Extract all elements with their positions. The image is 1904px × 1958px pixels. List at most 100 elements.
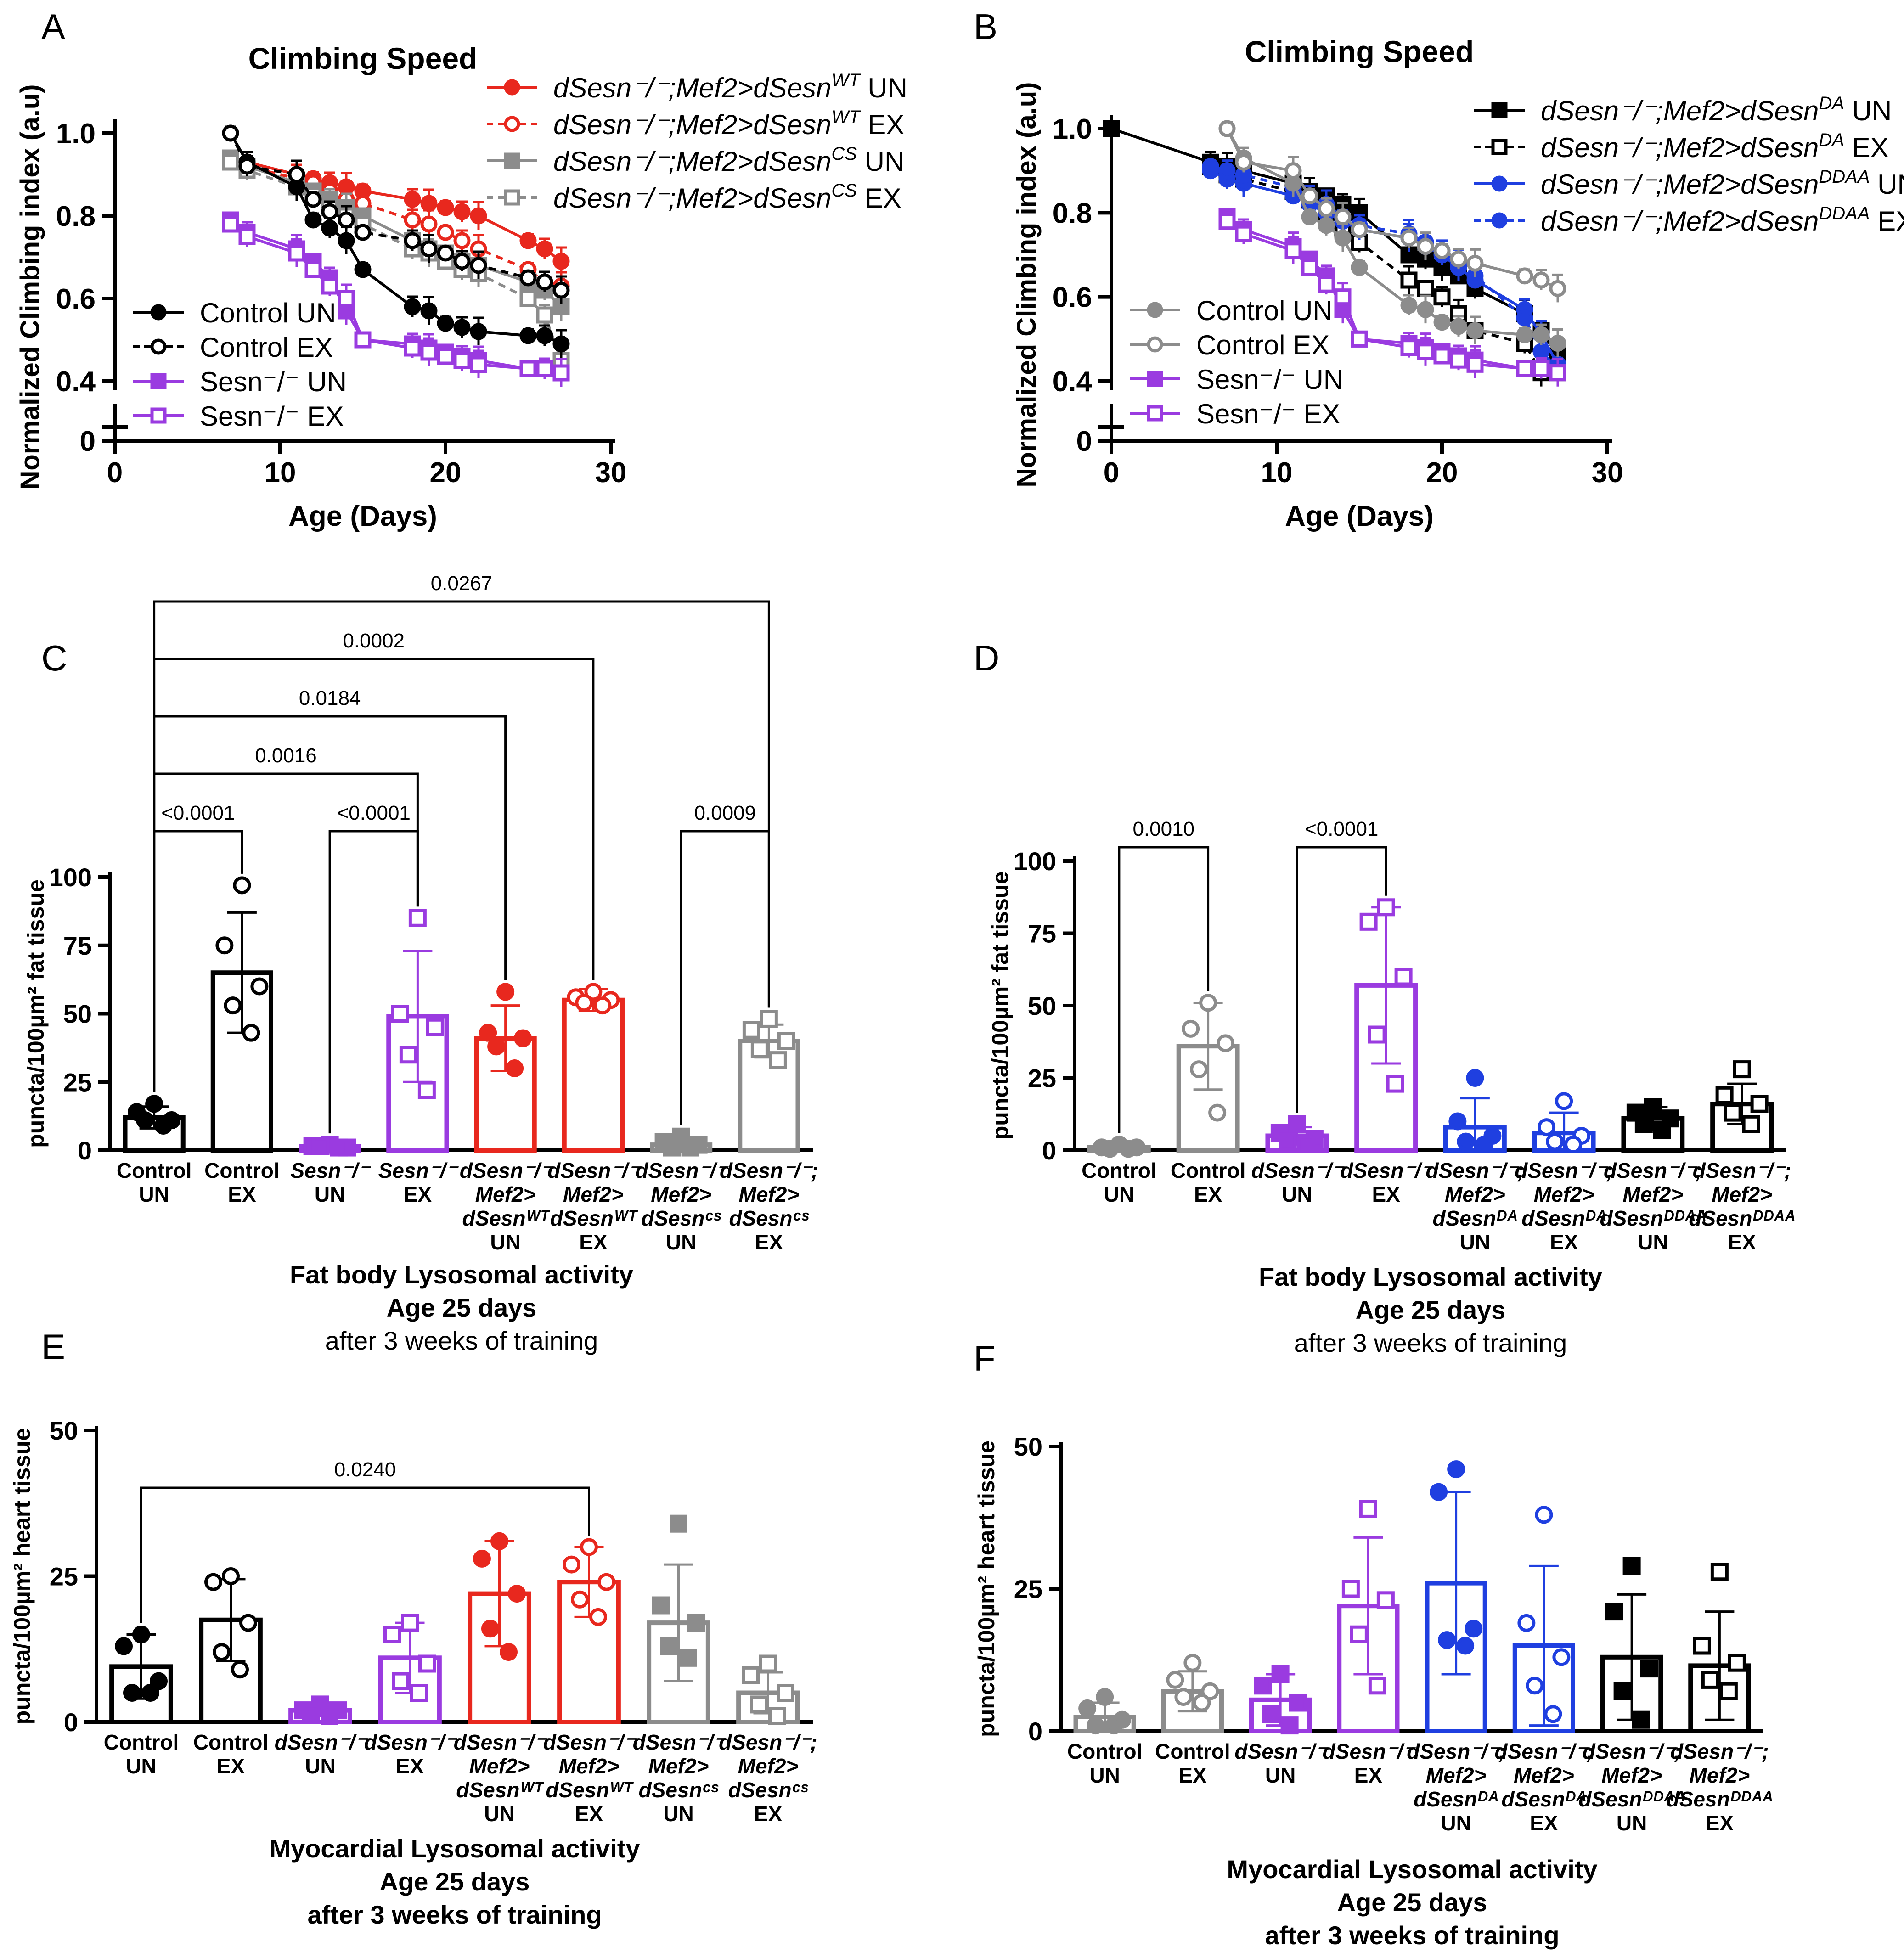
data-point: [437, 199, 454, 216]
category-label: dSesnᵂᵀ: [546, 1778, 634, 1802]
line-chart-a: 0 0.4 0.6 0.8 1.0 0 10 20 30 Age (Days) Normalized…: [15, 41, 907, 532]
data-point: [1368, 1025, 1386, 1044]
data-point: [420, 240, 438, 258]
data-point: [437, 315, 454, 332]
category-label: EX: [1728, 1230, 1756, 1254]
category-label: EX: [1354, 1763, 1383, 1787]
data-point: [500, 1643, 518, 1661]
x-tick-label: 10: [265, 457, 296, 489]
data-point: [1742, 1115, 1760, 1133]
y-tick-label: 0.6: [1053, 282, 1092, 314]
data-point: [1715, 1086, 1734, 1104]
panel-letter-d: D: [974, 638, 999, 678]
x-tick-label: 30: [1592, 457, 1623, 489]
category-label: dSesnᶜˢ: [728, 1778, 809, 1802]
p-value-label: 0.0184: [299, 687, 361, 709]
data-point: [1208, 1103, 1227, 1122]
data-point: [1532, 343, 1550, 360]
data-point: [1644, 1098, 1662, 1116]
data-point: [1201, 1682, 1219, 1700]
category-label: UN: [1104, 1182, 1134, 1206]
data-point: [679, 1649, 697, 1667]
data-point: [1417, 301, 1434, 318]
data-point: [115, 1637, 133, 1655]
data-point: [750, 1695, 768, 1714]
series-line: [230, 157, 562, 263]
category-label: Mef2>: [563, 1182, 624, 1206]
data-point: [1417, 343, 1434, 360]
category-label: Mef2>: [1445, 1182, 1505, 1206]
data-point: [470, 356, 487, 373]
data-point: [426, 1018, 444, 1036]
data-point: [1096, 1688, 1114, 1706]
y-tick-label: 100: [49, 863, 92, 892]
legend-lower-swatch-marker: [150, 304, 167, 321]
legend-upper-swatch-marker: [504, 152, 520, 169]
category-label: UN: [1265, 1763, 1296, 1787]
data-point: [1101, 1140, 1119, 1158]
category-label: dSesnᴰᴬ: [1433, 1206, 1518, 1230]
data-point: [1457, 1132, 1475, 1151]
data-point: [420, 195, 438, 212]
data-point: [420, 215, 438, 233]
chart-title-line: Fat body Lysosomal activity: [1259, 1262, 1602, 1291]
data-point: [453, 253, 471, 270]
comparison-bracket: [1296, 846, 1387, 1113]
chart-title-line: after 3 weeks of training: [1294, 1328, 1567, 1357]
data-point: [136, 1111, 154, 1130]
data-point: [1103, 120, 1120, 137]
data-point: [215, 936, 234, 955]
data-point: [321, 277, 338, 295]
data-point: [1466, 355, 1484, 373]
category-label: dSesn⁻/⁻: [454, 1730, 547, 1754]
category-label: dSesn⁻/⁻: [547, 1159, 641, 1182]
chart-title-line: Myocardial Lysosomal activity: [269, 1834, 640, 1863]
legend-upper-label: dSesn⁻/⁻;Mef2>dSesnWT UN: [553, 70, 907, 103]
data-point: [288, 166, 305, 183]
category-label: Mef2>: [1623, 1182, 1684, 1206]
data-point: [354, 331, 372, 349]
category-label: UN: [139, 1182, 169, 1206]
data-point: [1653, 1121, 1671, 1139]
comparison-bracket: [153, 600, 770, 1092]
category-label: Mef2>: [1534, 1182, 1594, 1206]
data-point: [1555, 1092, 1573, 1110]
data-point: [1517, 1614, 1536, 1632]
legend-upper-swatch-marker: [504, 116, 520, 132]
data-point: [1288, 1115, 1306, 1133]
data-point: [1254, 1677, 1272, 1695]
data-point: [304, 211, 322, 229]
category-label: dSesn⁻/⁻;: [719, 1730, 817, 1754]
category-label: Mef2>: [469, 1754, 530, 1778]
category-label: dSesnᴰᴰᴬᴬ: [1578, 1787, 1684, 1811]
data-point: [519, 290, 537, 307]
data-point: [1719, 1682, 1738, 1700]
y-tick-label: 0: [1028, 1717, 1042, 1746]
legend-upper-label: dSesn⁻/⁻;Mef2>dSesnCS UN: [553, 144, 904, 177]
chart-title-line: Age 25 days: [1356, 1295, 1506, 1324]
data-point: [1438, 1631, 1456, 1649]
y-axis-label: Normalized Climbing index (a.u): [15, 84, 45, 490]
category-label: UN: [666, 1230, 696, 1254]
category-label: dSesnᵂᵀ: [462, 1206, 551, 1230]
category-label: EX: [396, 1754, 424, 1778]
data-point: [288, 244, 305, 262]
category-label: dSesnᶜˢ: [639, 1778, 719, 1802]
data-point: [1546, 1132, 1564, 1151]
data-point: [224, 996, 242, 1015]
data-point: [1284, 162, 1302, 180]
comparison-bracket: [140, 1486, 590, 1623]
category-label: EX: [755, 1230, 783, 1254]
y-tick-label: 50: [50, 1416, 78, 1445]
data-point: [404, 211, 421, 229]
legend-lower-label: Sesn⁻/⁻ EX: [1196, 399, 1340, 429]
data-point: [760, 1010, 778, 1028]
data-point: [1183, 1654, 1202, 1672]
data-point: [1280, 1716, 1299, 1735]
data-point: [204, 1573, 222, 1591]
category-label: Sesn⁻/⁻: [290, 1159, 371, 1182]
data-point: [1350, 1625, 1368, 1643]
data-point: [536, 327, 553, 344]
